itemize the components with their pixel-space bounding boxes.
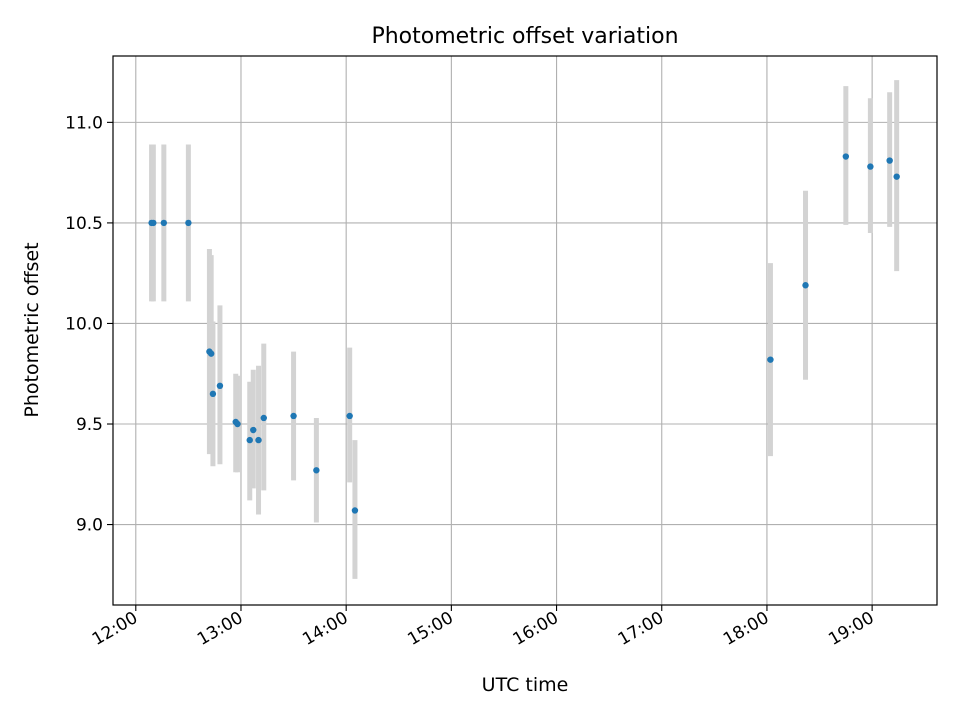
data-point [185,219,192,227]
data-point [207,350,215,357]
data-point [160,219,168,227]
data-point [886,157,893,164]
data-point [260,414,267,422]
plot-frame [112,55,938,606]
y-tick-label: 9.5 [76,415,103,435]
data-point-layer [148,153,900,514]
data-point [216,382,224,390]
data-point [290,412,297,420]
data-point [313,467,320,474]
data-point [351,507,359,514]
chart-title: Photometric offset variation [371,24,678,49]
data-point [802,282,809,289]
data-point [842,153,850,160]
y-tick-label: 10.5 [65,214,103,234]
data-point [767,356,774,363]
data-point [246,436,253,444]
grid-layer [113,56,937,605]
y-tick-label: 9.0 [76,516,103,536]
data-point [867,163,874,170]
data-point [346,412,353,420]
data-point [255,436,262,444]
data-point [234,420,241,428]
data-point [150,219,157,227]
x-axis-label: UTC time [482,674,569,696]
y-tick-label: 10.0 [65,314,103,334]
data-point [250,426,257,434]
y-tick-label: 11.0 [65,113,103,133]
data-point [893,173,900,180]
data-point [209,390,217,398]
y-axis-label: Photometric offset [21,242,43,417]
